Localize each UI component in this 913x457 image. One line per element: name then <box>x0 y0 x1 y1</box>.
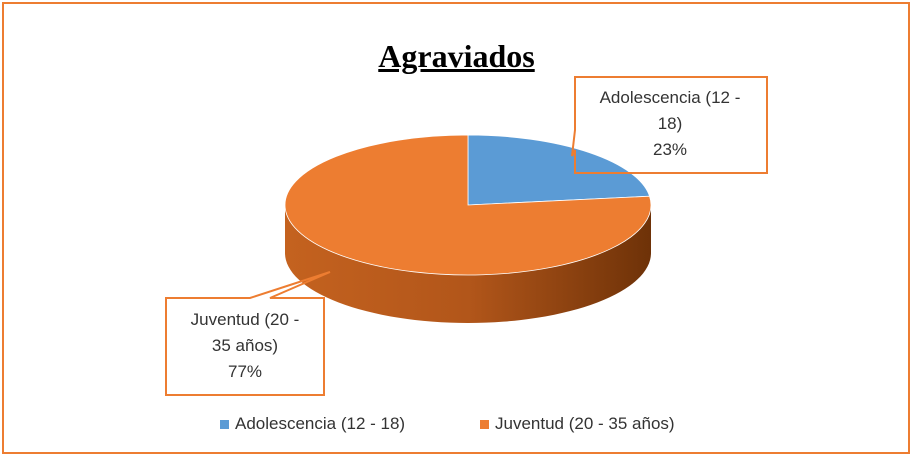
data-label: Juventud (20 - 35 años) 77% <box>168 307 322 385</box>
label-category: Juventud (20 - 35 años) <box>190 310 300 355</box>
pie-side <box>285 205 651 323</box>
data-label: Adolescencia (12 - 18) 23% <box>577 85 763 163</box>
legend-label: Adolescencia (12 - 18) <box>235 414 406 433</box>
legend-item: Juventud (20 - 35 años) <box>480 414 675 434</box>
callout <box>571 76 768 174</box>
legend-item: Adolescencia (12 - 18) <box>220 414 405 434</box>
legend-swatch <box>480 419 489 429</box>
label-category: Adolescencia (12 - 18) <box>599 88 741 133</box>
legend-label: Juventud (20 - 35 años) <box>495 414 675 433</box>
pie-slice <box>467 134 651 206</box>
pie-slice <box>284 134 652 276</box>
callout <box>165 271 331 396</box>
label-value: 23% <box>652 140 688 159</box>
chart-title: Agraviados <box>378 38 535 74</box>
legend-swatch <box>220 419 229 429</box>
label-value: 77% <box>227 362 263 381</box>
